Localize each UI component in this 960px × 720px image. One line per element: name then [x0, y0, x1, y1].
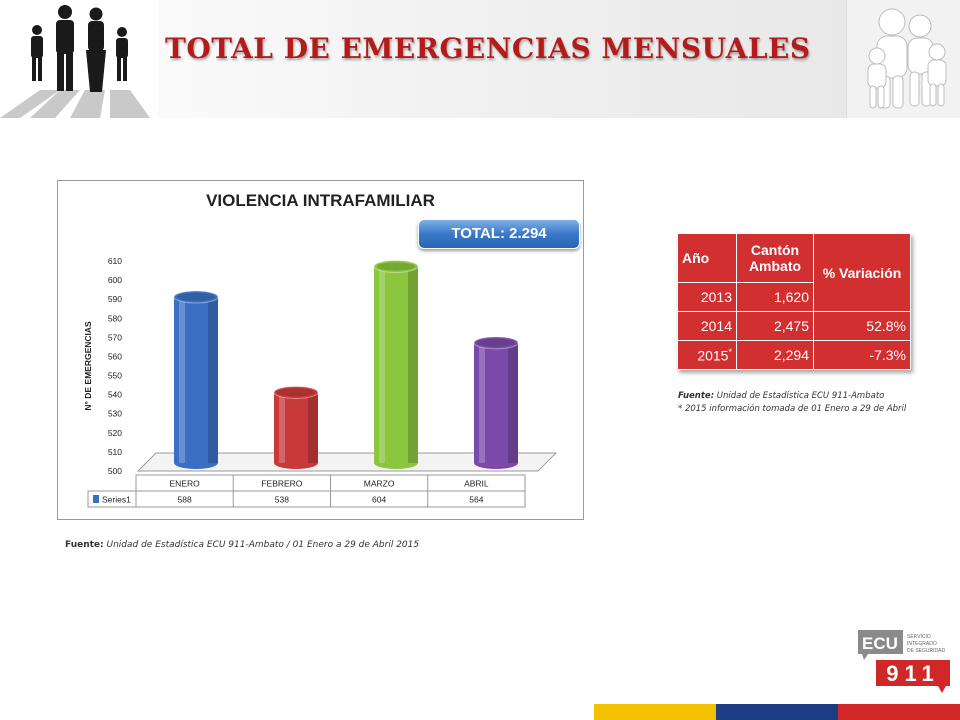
- bar-base: [374, 457, 418, 469]
- y-tick-label: 560: [108, 351, 122, 361]
- chart-source: Fuente: Unidad de Estadística ECU 911-Am…: [65, 540, 419, 550]
- y-tick-label: 550: [108, 371, 122, 381]
- bar-shade: [408, 266, 418, 463]
- data-value-label: 604: [372, 495, 386, 505]
- y-tick-label: 530: [108, 409, 122, 419]
- bar-highlight: [279, 392, 285, 463]
- table-cell-year: 2013: [677, 282, 737, 312]
- y-tick-label: 570: [108, 332, 122, 342]
- table-cell-year: 2015*: [677, 340, 737, 370]
- x-category-label: ENERO: [170, 479, 201, 489]
- table-asterisk: *: [728, 346, 732, 357]
- y-tick-label: 600: [108, 275, 122, 285]
- total-badge: TOTAL: 2.294: [418, 219, 580, 249]
- data-value-label: 538: [275, 495, 289, 505]
- bar-body: [274, 392, 318, 463]
- table-cell-value: 2,294: [736, 340, 814, 370]
- chart-source-value: Unidad de Estadística ECU 911-Ambato / 0…: [106, 540, 420, 550]
- bar-body: [374, 266, 418, 463]
- table-cell-value: 1,620: [736, 282, 814, 312]
- y-tick-label: 590: [108, 294, 122, 304]
- bar-top: [473, 336, 519, 350]
- logo-tagline-3: DE SEGURIDAD: [907, 648, 945, 654]
- table-cell-year: 2014: [677, 311, 737, 341]
- y-axis-label: N° DE EMERGENCIAS: [83, 321, 93, 411]
- y-tick-label: 580: [108, 313, 122, 323]
- y-tick-label: 510: [108, 447, 122, 457]
- bar-shade: [308, 392, 318, 463]
- family-3d-figures-image: [846, 0, 960, 118]
- bar-body: [174, 297, 218, 463]
- bottom-color-bar: [594, 704, 960, 720]
- table-header-row: Año Cantón Ambato % Variación: [677, 233, 911, 312]
- data-value-label: 564: [469, 495, 483, 505]
- table-header-year: Año: [677, 233, 737, 283]
- family-silhouette-image: [0, 0, 158, 118]
- table-row: 2014 2,475 52.8%: [677, 311, 911, 341]
- table-cell-variation: -7.3%: [813, 340, 911, 370]
- y-tick-label: 540: [108, 390, 122, 400]
- table-source-line: Fuente: Unidad de Estadística ECU 911-Am…: [678, 390, 906, 403]
- bar-top-inner: [377, 262, 415, 271]
- bar-base: [474, 457, 518, 469]
- legend-series-name: Series1: [102, 495, 131, 505]
- bottom-bar-red: [838, 704, 960, 720]
- chart-source-label: Fuente:: [65, 540, 104, 550]
- x-category-label: FEBRERO: [261, 479, 302, 489]
- x-category-label: ABRIL: [464, 479, 489, 489]
- bar-shade: [208, 297, 218, 463]
- bar-body: [474, 342, 518, 463]
- logo-tagline-1: SERVICIO: [907, 634, 931, 640]
- bottom-bar-yellow: [594, 704, 716, 720]
- table-header-variation: % Variación: [813, 233, 911, 312]
- table-cell-variation: 52.8%: [813, 311, 911, 341]
- table-row: 2015* 2,294 -7.3%: [677, 340, 911, 370]
- bar-chart-svg: N° DE EMERGENCIAS 500 510 520 530 540 550 560 57…: [83, 256, 558, 508]
- chart-floor: [136, 452, 558, 472]
- bar-highlight: [379, 266, 385, 463]
- x-category-label: MARZO: [364, 479, 395, 489]
- bar-shade: [508, 342, 518, 463]
- bar-top: [373, 259, 419, 273]
- table-header-ambato: Cantón Ambato: [736, 233, 814, 283]
- table-source-value: Unidad de Estadística ECU 911-Ambato: [716, 391, 885, 401]
- y-tick-label: 520: [108, 428, 122, 438]
- data-table-value-row: [87, 490, 526, 508]
- page-title: TOTAL DE EMERGENCIAS MENSUALES: [165, 32, 811, 65]
- ecu911-logo: ECU SERVICIO INTEGRADO DE SEGURIDAD 911: [858, 630, 953, 694]
- logo-ecu-text: ECU: [862, 634, 898, 653]
- header-band: TOTAL DE EMERGENCIAS MENSUALES: [0, 0, 960, 118]
- bar-highlight: [479, 342, 485, 463]
- table-source-label: Fuente:: [678, 391, 715, 401]
- variation-table: Año Cantón Ambato % Variación 2013 1,620…: [677, 233, 911, 370]
- logo-911-text: 911: [886, 661, 940, 686]
- bar-top: [273, 385, 319, 399]
- data-value-label: 588: [178, 495, 192, 505]
- chart-frame: VIOLENCIA INTRAFAMILIAR TOTAL: 2.294 N° …: [57, 180, 584, 520]
- bar-base: [174, 457, 218, 469]
- bottom-bar-blue: [716, 704, 838, 720]
- table-cell-value: 2,475: [736, 311, 814, 341]
- chart-title: VIOLENCIA INTRAFAMILIAR: [206, 191, 435, 210]
- bar-highlight: [179, 297, 185, 463]
- bar-top: [173, 290, 219, 304]
- y-tick-label: 610: [108, 256, 122, 266]
- legend-swatch: [93, 495, 99, 503]
- bar-top-inner: [177, 293, 215, 301]
- logo-tagline-2: INTEGRADO: [907, 641, 937, 647]
- table-source-note: * 2015 información tomada de 01 Enero a …: [678, 403, 906, 416]
- bar-top-inner: [477, 338, 515, 347]
- table-source-note-text: * 2015 información tomada de 01 Enero a …: [678, 404, 907, 414]
- bar-base: [274, 457, 318, 469]
- y-tick-label: 500: [108, 466, 122, 476]
- table-year-2015: 2015: [697, 347, 729, 364]
- table-source: Fuente: Unidad de Estadística ECU 911-Am…: [678, 390, 906, 416]
- bar-top-inner: [277, 388, 315, 397]
